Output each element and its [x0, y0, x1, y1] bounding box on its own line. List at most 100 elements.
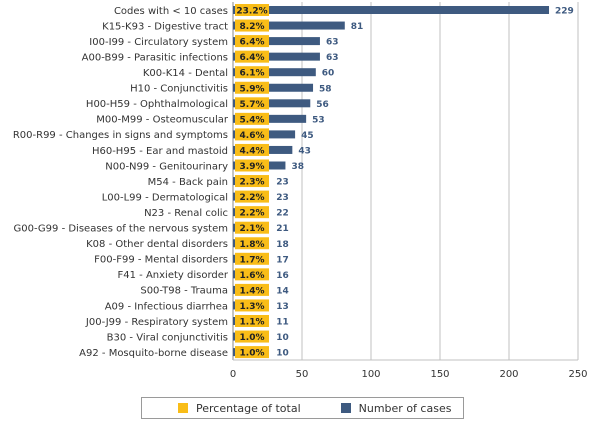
percentage-label: 6.1%: [240, 69, 265, 79]
percentage-box: [235, 283, 269, 296]
category-label: K08 - Other dental disorders: [86, 239, 228, 250]
percentage-label: 8.2%: [240, 22, 265, 32]
cases-value-label: 58: [319, 84, 332, 94]
percentage-box: [235, 175, 269, 188]
category-label: R00-R99 - Changes in signs and symptoms: [13, 130, 228, 141]
percentage-box: [235, 206, 269, 219]
percentage-box: [235, 97, 269, 110]
category-label: N23 - Renal colic: [144, 208, 228, 219]
percentage-box: [235, 330, 269, 343]
cases-value-label: 63: [326, 53, 339, 63]
percentage-label: 6.4%: [240, 38, 265, 48]
category-label: H60-H95 - Ear and mastoid: [92, 146, 228, 157]
category-label: G00-G99 - Diseases of the nervous system: [13, 224, 228, 235]
percentage-box: [235, 128, 269, 141]
legend-label-cases: Number of cases: [358, 401, 452, 415]
percentage-box: [235, 4, 269, 16]
cases-value-label: 229: [555, 7, 574, 17]
cases-value-label: 45: [301, 131, 314, 141]
legend-label-percentage: Percentage of total: [196, 401, 301, 415]
x-tick-label: 200: [499, 369, 518, 380]
x-tick-label: 0: [230, 369, 236, 380]
percentage-box: [235, 315, 269, 327]
percentage-label: 2.1%: [240, 224, 265, 234]
category-label: H00-H59 - Ophthalmological: [86, 99, 228, 110]
percentage-label: 3.9%: [240, 162, 265, 172]
percentage-box: [235, 50, 269, 63]
cases-bar: [233, 68, 316, 77]
percentage-label: 23.2%: [236, 7, 267, 17]
cases-value-label: 38: [291, 162, 304, 172]
cases-value-label: 63: [326, 38, 339, 48]
category-label: A92 - Mosquito-borne disease: [79, 348, 228, 359]
legend-item-percentage: Percentage of total: [178, 402, 301, 415]
cases-value-label: 22: [276, 209, 289, 219]
category-label: A00-B99 - Parasitic infections: [82, 52, 228, 63]
category-label: M54 - Back pain: [148, 177, 228, 188]
cases-value-label: 10: [276, 349, 289, 359]
legend-swatch-cases: [340, 403, 351, 413]
percentage-label: 2.2%: [240, 209, 265, 219]
percentage-box: [235, 159, 269, 172]
percentage-label: 1.0%: [240, 333, 265, 343]
percentage-label: 1.1%: [240, 318, 265, 328]
percentage-label: 4.6%: [240, 131, 265, 141]
percentage-box: [235, 252, 269, 265]
percentage-box: [235, 299, 269, 312]
cases-value-label: 10: [276, 333, 289, 343]
cases-value-label: 43: [298, 146, 311, 156]
category-label: J00-J99 - Respiratory system: [85, 317, 228, 328]
percentage-label: 6.4%: [240, 53, 265, 63]
category-label: Codes with < 10 cases: [114, 6, 228, 17]
cases-value-label: 18: [276, 240, 289, 250]
cases-value-label: 56: [316, 100, 329, 110]
cases-value-label: 53: [312, 115, 325, 125]
cases-value-label: 14: [276, 286, 289, 296]
category-label: S00-T98 - Trauma: [140, 286, 228, 297]
category-label: L00-L99 - Dermatological: [102, 192, 228, 203]
cases-value-label: 23: [276, 193, 289, 203]
percentage-box: [235, 112, 269, 125]
percentage-box: [235, 268, 269, 281]
percentage-label: 1.6%: [240, 271, 265, 281]
legend-swatch-percentage: [178, 403, 188, 413]
category-label: F00-F99 - Mental disorders: [94, 255, 228, 266]
cases-bar: [233, 37, 320, 46]
category-label: I00-I99 - Circulatory system: [89, 37, 228, 48]
category-label: B30 - Viral conjunctivitis: [107, 332, 228, 343]
percentage-label: 2.3%: [240, 178, 265, 188]
cases-bar: [233, 6, 550, 14]
category-label: M00-M99 - Osteomuscular: [96, 115, 229, 126]
percentage-box: [235, 190, 269, 203]
percentage-label: 5.9%: [240, 84, 265, 94]
category-label: H10 - Conjunctivitis: [130, 84, 228, 95]
percentage-label: 4.4%: [240, 146, 265, 156]
category-label: K15-K93 - Digestive tract: [102, 21, 228, 32]
percentage-box: [235, 221, 269, 234]
cases-bar: [233, 114, 307, 123]
cases-bar: [233, 83, 314, 92]
cases-bar: [233, 52, 320, 61]
percentage-label: 1.8%: [240, 240, 265, 250]
x-tick-label: 250: [568, 369, 587, 380]
percentage-label: 1.3%: [240, 302, 265, 312]
category-label: A09 - Infectious diarrhea: [105, 301, 228, 312]
percentage-box: [235, 66, 269, 79]
x-tick-label: 50: [296, 369, 309, 380]
cases-value-label: 21: [276, 224, 289, 234]
x-tick-label: 100: [361, 369, 380, 380]
legend-item-cases: Number of cases: [340, 401, 452, 415]
cases-value-label: 16: [276, 271, 289, 281]
chart-legend: Percentage of total Number of cases: [141, 397, 464, 419]
percentage-box: [235, 81, 269, 94]
percentage-label: 5.4%: [240, 115, 265, 125]
percentage-box: [235, 19, 269, 32]
percentage-box: [235, 346, 269, 359]
percentage-label: 5.7%: [240, 100, 265, 110]
category-label: F41 - Anxiety disorder: [118, 270, 229, 281]
cases-value-label: 23: [276, 178, 289, 188]
percentage-label: 1.7%: [240, 255, 265, 265]
x-tick-label: 150: [430, 369, 449, 380]
cases-value-label: 13: [276, 302, 289, 312]
